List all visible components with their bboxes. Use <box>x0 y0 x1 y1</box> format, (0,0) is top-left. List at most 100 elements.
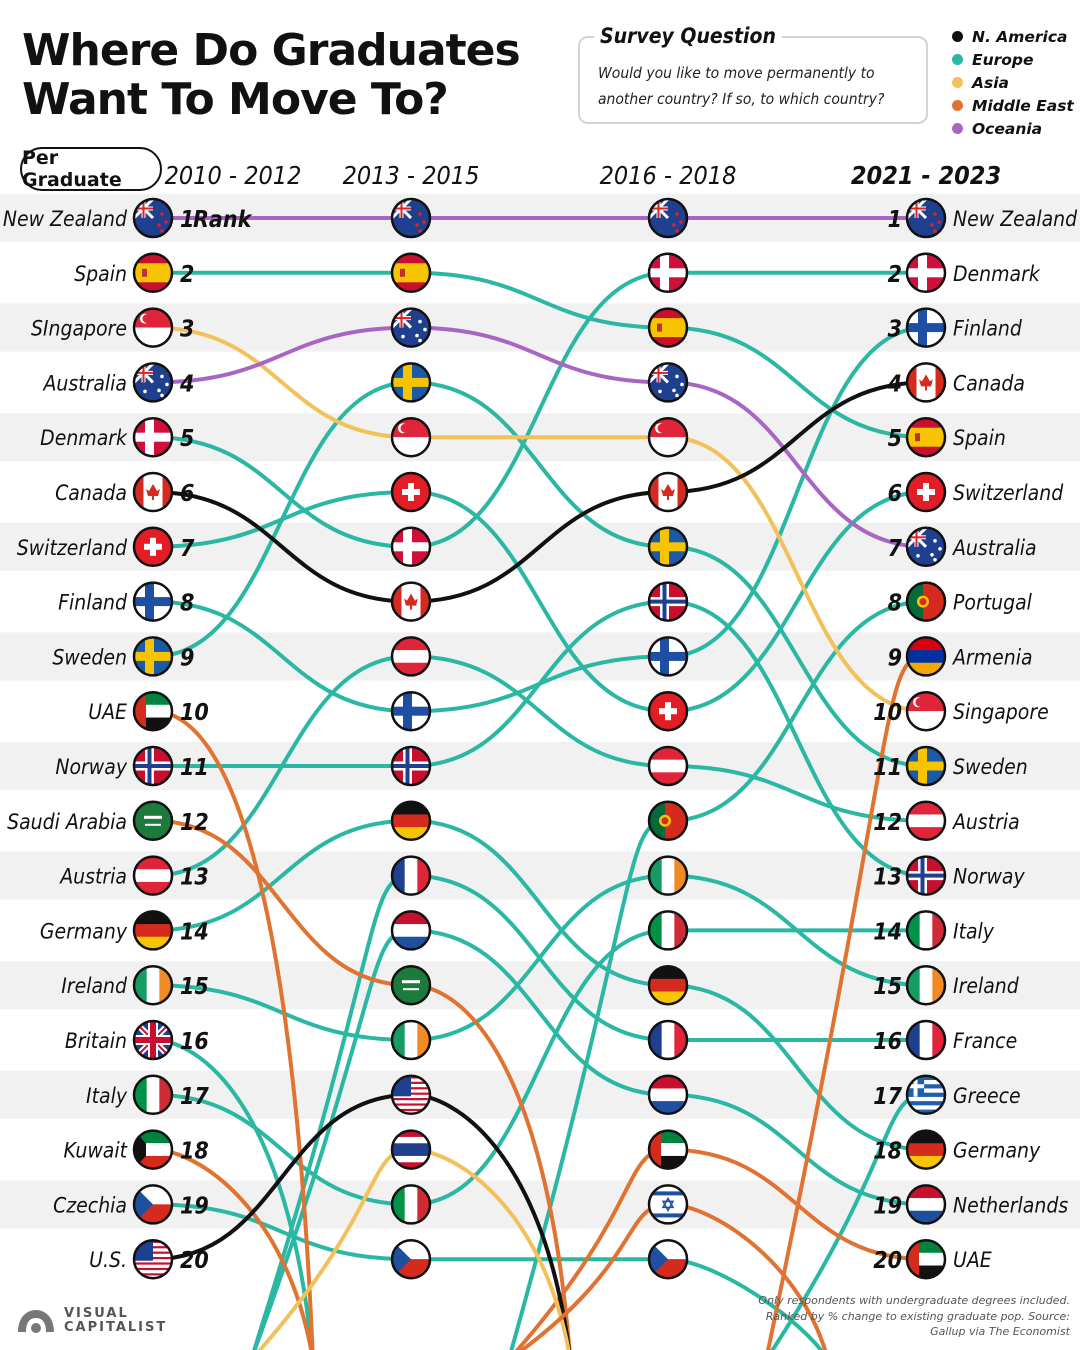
flag-ring <box>132 471 174 513</box>
source-footnote: Only respondents with undergraduate degr… <box>758 1294 1070 1338</box>
rank-line-segment <box>666 599 928 878</box>
flag-icon <box>649 1240 687 1279</box>
right-rank-number: 3 <box>888 317 902 343</box>
flag-ring <box>390 526 432 568</box>
visual-capitalist-logo-icon <box>18 1310 54 1333</box>
flag-ring <box>132 910 174 951</box>
flag-ring <box>647 690 689 732</box>
flag-ring <box>132 1129 174 1170</box>
flag-ring <box>132 1238 174 1280</box>
right-rank-number: 2 <box>888 262 902 288</box>
flag-ring <box>647 636 689 677</box>
flag-icon <box>392 1075 430 1114</box>
flag-ring <box>390 1129 432 1170</box>
rank-line-segment <box>151 983 413 1042</box>
legend-label: Middle East <box>972 96 1074 115</box>
rank-line-segment <box>409 873 670 1042</box>
flag-ring <box>647 581 689 622</box>
flag-ring <box>647 362 689 403</box>
left-country-label: Italy <box>86 1084 128 1108</box>
left-country-label: Switzerland <box>17 536 128 560</box>
left-country-label: Austria <box>59 865 127 889</box>
legend-item: Oceania <box>952 117 1074 140</box>
flag-ring <box>905 197 947 239</box>
row-stripe <box>0 632 1080 681</box>
flag-icon <box>649 418 687 457</box>
flag-ring <box>905 800 947 842</box>
left-country-label: Kuwait <box>64 1139 128 1163</box>
rank-line-segment <box>151 818 413 988</box>
right-country-label: Canada <box>953 371 1025 395</box>
period-header: 2010 - 2012 <box>165 161 302 190</box>
flag-ring <box>132 197 174 239</box>
flag-ring <box>905 307 947 348</box>
left-rank-number: 4 <box>179 371 194 397</box>
flag-ring <box>132 1019 174 1061</box>
flag-icon <box>907 692 945 731</box>
flag-icon <box>392 1240 430 1279</box>
left-country-label: UAE <box>88 700 127 724</box>
right-rank-number: 14 <box>873 919 902 945</box>
left-country-label: SIngapore <box>31 317 127 341</box>
rank-line-segment <box>151 490 413 604</box>
left-rank-number: 16 <box>180 1029 209 1055</box>
flag-ring <box>647 910 689 951</box>
right-country-label: Armenia <box>952 645 1033 669</box>
flag-ring <box>647 416 689 458</box>
flag-ring <box>647 307 689 348</box>
survey-question-text: Would you like to move permanently to an… <box>598 64 885 108</box>
legend-item: Asia <box>952 71 1074 94</box>
flag-ring <box>647 1019 689 1061</box>
rank-line-segment <box>666 544 928 768</box>
left-rank-number: 13 <box>180 865 209 891</box>
right-country-label: Spain <box>953 426 1006 450</box>
rank-line-segment <box>666 983 928 1152</box>
flag-ring <box>647 800 689 842</box>
flag-ring <box>132 800 174 842</box>
flag-ring <box>905 690 947 732</box>
right-rank-number: 6 <box>888 481 902 507</box>
right-country-label: New Zealand <box>953 207 1078 231</box>
flag-ring <box>905 910 947 951</box>
left-rank-number: 6 <box>180 481 194 507</box>
survey-question-box: Survey Question Would you like to move p… <box>578 24 928 124</box>
rank-line-segment <box>666 325 928 440</box>
rank-line-segment <box>151 325 413 385</box>
rank-line-segment <box>666 325 928 659</box>
rank-line-segment <box>666 764 928 823</box>
rank-label: Rank <box>193 207 253 233</box>
right-country-label: Italy <box>953 919 995 943</box>
rank-line-segment <box>666 1092 928 1207</box>
rank-line-segment <box>151 1202 413 1262</box>
right-rank-number: 9 <box>888 645 902 671</box>
flag-ring <box>390 1019 432 1061</box>
flag-ring <box>390 307 432 348</box>
right-country-label: Norway <box>953 865 1025 889</box>
right-country-label: France <box>953 1029 1017 1053</box>
left-rank-number: 11 <box>180 755 209 781</box>
flag-ring <box>905 1129 947 1170</box>
flag-ring <box>132 855 174 896</box>
legend-label: Asia <box>972 73 1009 92</box>
flag-ring <box>390 252 432 294</box>
left-rank-number: 8 <box>180 591 194 617</box>
left-country-label: Finland <box>58 591 128 615</box>
rank-line-segment <box>409 490 670 604</box>
left-country-label: Australia <box>42 371 127 395</box>
flag-ring <box>647 1238 689 1280</box>
flag-icon <box>392 253 430 292</box>
flag-ring <box>132 307 174 348</box>
period-header: 2021 - 2023 <box>851 161 1001 190</box>
flag-ring <box>647 745 689 787</box>
legend-dot-icon <box>952 77 963 88</box>
left-rank-number: 17 <box>180 1084 209 1110</box>
left-country-label: Czechia <box>53 1193 127 1217</box>
right-country-label: Portugal <box>953 591 1033 615</box>
flag-ring <box>132 252 174 294</box>
right-rank-number: 10 <box>873 700 902 726</box>
right-rank-number: 19 <box>873 1193 902 1219</box>
flag-ring <box>390 800 432 842</box>
region-legend: N. America Europe Asia Middle East Ocean… <box>952 25 1074 140</box>
